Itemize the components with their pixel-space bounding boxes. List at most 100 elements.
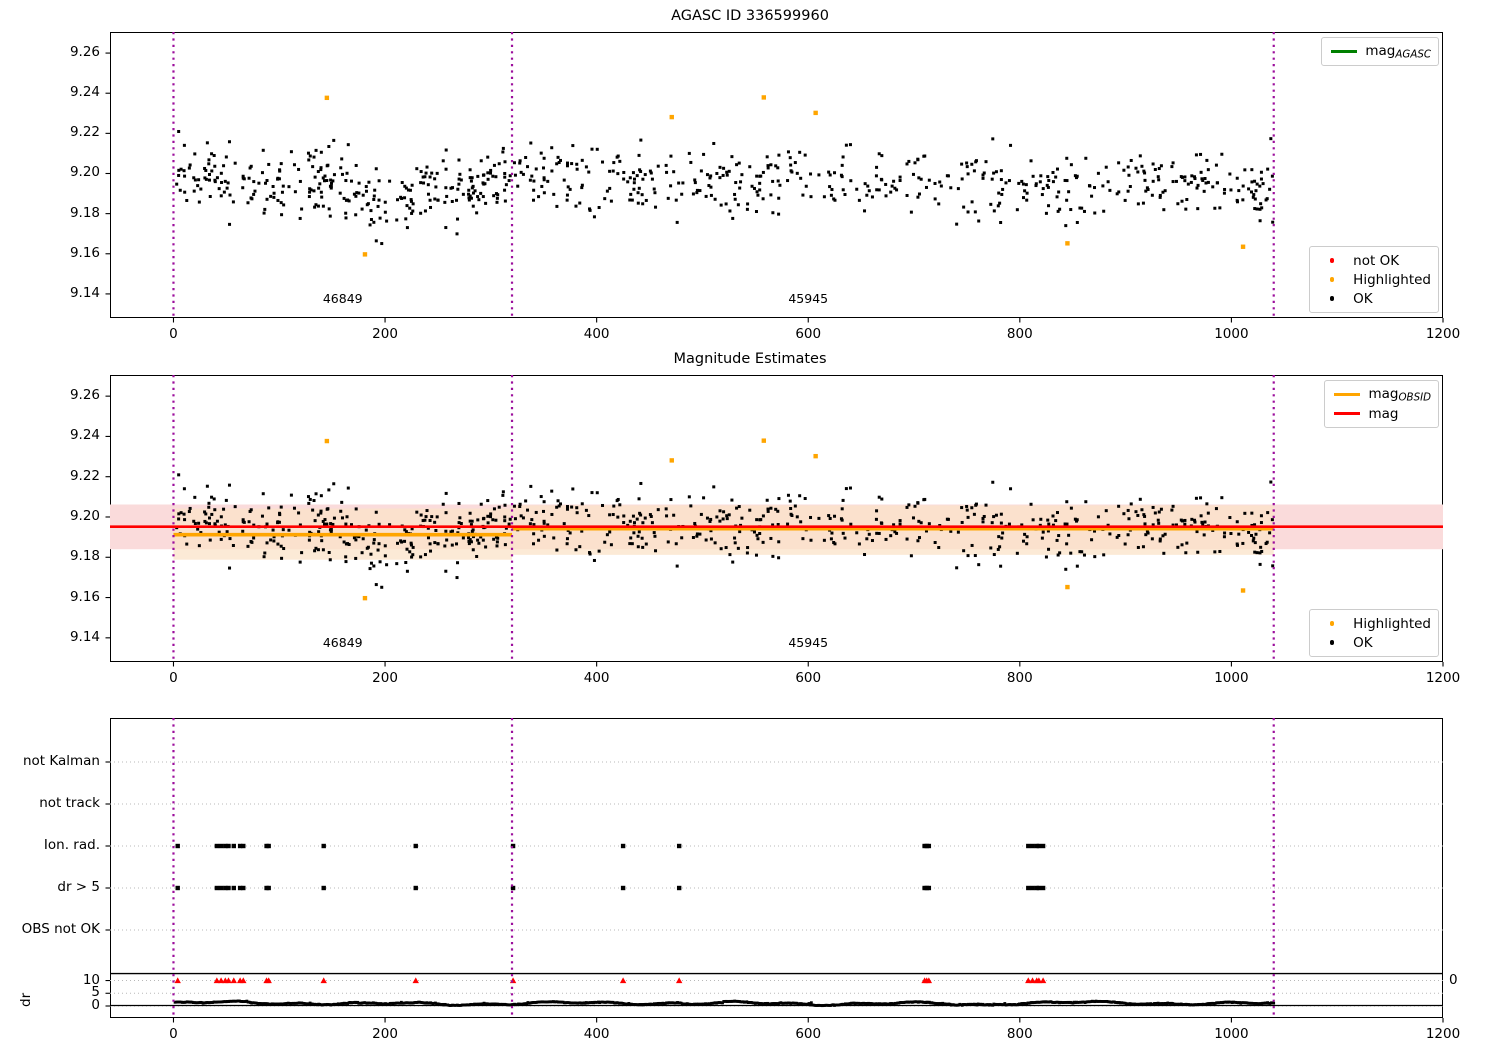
data-point-ok <box>467 192 471 196</box>
data-point-ok <box>843 536 847 540</box>
legend-mag-lines[interactable]: magOBSID mag <box>1324 380 1439 428</box>
data-point-ok <box>1001 531 1005 535</box>
data-point-ok <box>1126 508 1130 512</box>
data-point-ok <box>419 181 423 185</box>
legend-mag-lines-entry[interactable]: magOBSID <box>1332 385 1431 404</box>
data-point-ok <box>261 492 265 496</box>
data-point-ok <box>473 189 477 193</box>
flag-marker <box>266 885 271 891</box>
data-point-ok <box>1235 542 1239 546</box>
data-point-ok <box>970 162 974 166</box>
legend-point-types-2[interactable]: Highlighted OK <box>1309 609 1439 657</box>
data-point-ok <box>323 179 327 183</box>
data-point-ok <box>1255 551 1259 555</box>
data-point-ok <box>415 510 419 514</box>
data-point-ok <box>998 545 1002 549</box>
data-point-ok <box>1065 179 1069 183</box>
data-point-ok <box>1106 523 1110 527</box>
data-point-ok <box>482 182 486 186</box>
data-point-ok <box>758 188 762 192</box>
data-point-ok <box>344 179 348 183</box>
data-point-ok <box>1189 180 1193 184</box>
data-point-highlighted <box>813 110 818 116</box>
data-point-ok <box>555 505 559 509</box>
panel-1-frame <box>110 32 1443 318</box>
data-point-ok <box>630 542 634 546</box>
data-point-ok <box>1265 540 1269 544</box>
data-point-ok <box>317 186 321 190</box>
legend-mag-lines-entry[interactable]: mag <box>1332 404 1431 423</box>
data-point-ok <box>423 553 427 557</box>
legend-point-types-2-entry[interactable]: OK <box>1317 633 1431 652</box>
data-point-ok <box>187 510 191 514</box>
data-point-ok <box>687 495 691 499</box>
data-point-ok <box>1041 530 1045 534</box>
data-point-ok <box>917 192 921 196</box>
data-point-ok <box>771 523 775 527</box>
data-point-ok <box>755 174 759 178</box>
data-point-ok <box>1075 564 1079 568</box>
data-point-ok <box>267 162 271 166</box>
data-point-ok <box>769 163 773 167</box>
data-point-ok <box>276 520 280 524</box>
data-point-ok <box>516 184 520 188</box>
legend-point-types-entry[interactable]: OK <box>1317 289 1431 308</box>
x-tick-label: 1200 <box>1425 326 1461 342</box>
data-point-ok <box>722 166 726 170</box>
data-point-ok <box>562 522 566 526</box>
data-point-ok <box>450 543 454 547</box>
data-point-ok <box>433 197 437 201</box>
data-point-ok <box>1157 167 1161 171</box>
data-point-ok <box>875 188 879 192</box>
data-point-ok <box>213 180 217 184</box>
not-ok-marker <box>1039 977 1047 984</box>
data-point-ok <box>795 171 799 175</box>
data-point-ok <box>467 536 471 540</box>
data-point-ok <box>1117 504 1121 508</box>
data-point-ok <box>704 194 708 198</box>
data-point-ok <box>1258 184 1262 188</box>
data-point-ok <box>866 184 870 188</box>
data-point-ok <box>269 194 273 198</box>
data-point-ok <box>665 170 669 174</box>
data-point-ok <box>364 185 368 189</box>
legend-point-types-entry[interactable]: not OK <box>1317 251 1431 270</box>
data-point-ok <box>756 193 760 197</box>
data-point-ok <box>1151 523 1155 527</box>
data-point-ok <box>1073 517 1077 521</box>
legend-mag-agasc-entry[interactable]: magAGASC <box>1329 42 1431 61</box>
data-point-ok <box>1213 550 1217 554</box>
data-point-ok <box>612 504 616 508</box>
data-point-ok <box>470 529 474 533</box>
data-point-ok <box>1251 539 1255 543</box>
data-point-ok <box>664 163 668 167</box>
data-point-highlighted <box>813 453 818 459</box>
data-point-ok <box>272 191 276 195</box>
legend-point-types-2-entry[interactable]: Highlighted <box>1317 614 1431 633</box>
data-point-ok <box>410 183 414 187</box>
data-point-ok <box>909 554 913 558</box>
data-point-ok <box>450 199 454 203</box>
data-point-ok <box>428 175 432 179</box>
data-point-ok <box>828 173 832 177</box>
data-point-ok <box>1268 531 1272 535</box>
data-point-ok <box>319 509 323 513</box>
data-point-ok <box>340 172 344 176</box>
x-tick-label: 0 <box>169 1026 178 1042</box>
data-point-ok <box>675 564 679 568</box>
legend-mag-agasc[interactable]: magAGASC <box>1321 37 1439 66</box>
data-point-ok <box>636 191 640 195</box>
data-point-ok <box>264 181 268 185</box>
legend-point-types[interactable]: not OK Highlighted OK <box>1309 246 1439 313</box>
data-point-ok <box>575 511 579 515</box>
data-point-highlighted <box>324 95 330 101</box>
data-point-ok <box>542 191 546 195</box>
data-point-ok <box>1047 522 1051 526</box>
data-point-ok <box>383 554 387 558</box>
data-point-ok <box>1000 536 1004 540</box>
data-point-ok <box>435 515 439 519</box>
data-point-ok <box>261 148 265 152</box>
data-point-ok <box>1044 211 1048 215</box>
legend-point-types-entry[interactable]: Highlighted <box>1317 270 1431 289</box>
data-point-ok <box>217 187 221 191</box>
